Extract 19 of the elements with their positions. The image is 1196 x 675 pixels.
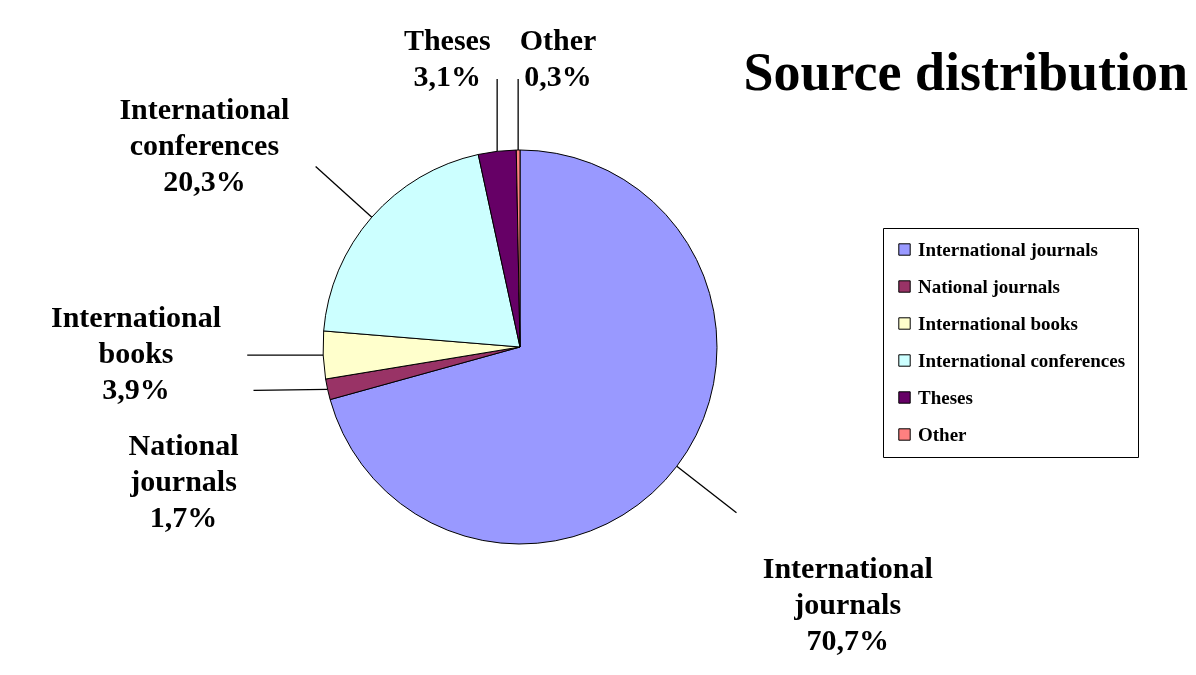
slice-label: International journals [762,550,933,620]
data-label: 0,3% [524,59,592,92]
chart-title: Source distribution [743,42,1188,102]
slice-label: Other [519,23,597,56]
legend-label: International books [918,312,1078,334]
data-label: 70,7% [806,622,889,656]
legend-label: National journals [918,275,1060,297]
slice-label: National journals [128,428,239,498]
legend-label: International journals [918,238,1098,260]
data-label: 3,9% [102,372,170,406]
legend-label: Other [918,423,968,445]
slice-label: International books [50,300,221,370]
slice-label: Theses [403,23,491,56]
legend-label: International conferences [918,349,1126,371]
data-label: 1,7% [149,500,218,534]
legend-label: Theses [918,386,973,408]
data-label: 3,1% [413,59,482,92]
data-label: 20,3% [163,164,246,198]
slice-label: International conferences [119,92,290,162]
